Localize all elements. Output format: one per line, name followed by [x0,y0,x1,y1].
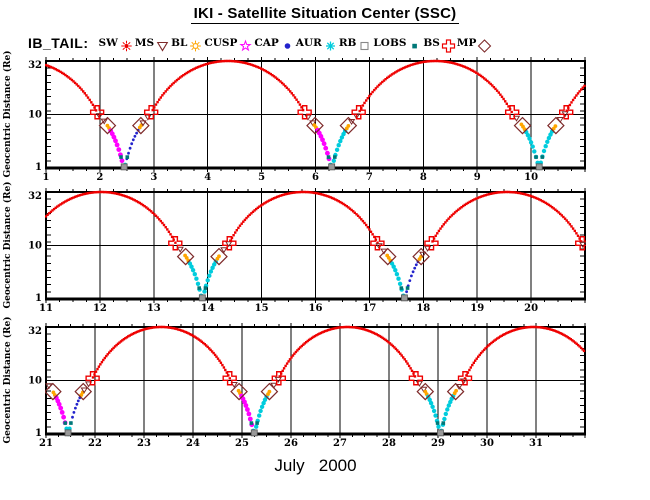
square-filled-icon [412,43,418,48]
tick-labels: 1 2 3 4 5 6 7 8 9 10 32 10 1 [28,60,538,183]
svg-text:28: 28 [382,438,396,449]
panel-grid [45,323,586,438]
legend: IB_TAIL: SW MS BL CUSP CAP AUR RB LOBS BS MP [28,32,493,54]
square-open-icon [360,41,369,50]
svg-text:26: 26 [284,438,298,449]
svg-text:1: 1 [43,172,50,183]
orbit-panel-1: 1 2 3 4 5 6 7 8 9 10 32 10 1 [28,57,586,183]
page-title-text: IKI - Satellite Situation Center (SSC) [190,5,460,24]
svg-text:22: 22 [88,438,102,449]
panel-grid [45,188,586,303]
trajectory [45,59,586,171]
legend-item-AUR: AUR [296,34,338,53]
svg-text:29: 29 [431,438,445,449]
svg-text:10: 10 [524,172,538,183]
svg-text:3: 3 [150,172,157,183]
svg-text:11: 11 [39,303,53,314]
legend-label-LOBS: LOBS [373,37,407,49]
svg-text:8: 8 [420,172,427,183]
svg-text:10: 10 [28,376,42,387]
svg-text:25: 25 [235,438,249,449]
satellite-label: IB_TAIL: [28,35,89,51]
legend-label-RB: RB [338,37,357,49]
svg-text:27: 27 [333,438,347,449]
svg-text:13: 13 [147,303,161,314]
svg-text:16: 16 [309,303,323,314]
legend-item-CUSP: CUSP [204,34,253,53]
legend-item-MP: MP [457,34,493,53]
legend-label-MP: MP [456,37,477,49]
svg-text:24: 24 [186,438,200,449]
x-axis-title: July 2000 [274,456,357,475]
orbit-panel-2: 11 12 13 14 15 16 17 18 19 20 32 10 1 [28,188,586,314]
svg-text:14: 14 [201,303,215,314]
svg-text:15: 15 [255,303,269,314]
legend-label-CAP: CAP [254,37,279,49]
legend-item-BL: BL [171,34,203,53]
svg-text:1: 1 [35,293,42,304]
legend-label-SW: SW [98,37,118,49]
svg-text:17: 17 [362,303,376,314]
svg-text:12: 12 [93,303,107,314]
svg-text:7: 7 [366,172,373,183]
legend-item-CAP: CAP [254,34,294,53]
svg-text:1: 1 [35,162,42,173]
svg-text:10: 10 [28,241,42,252]
svg-text:18: 18 [416,303,430,314]
svg-text:9: 9 [474,172,481,183]
svg-text:32: 32 [28,326,42,337]
trajectory [45,190,586,302]
legend-item-BS: BS [423,34,455,53]
sun-filled-icon [121,40,132,51]
tick-labels: 11 12 13 14 15 16 17 18 19 20 32 10 1 [28,191,538,314]
circle-filled-icon [284,42,291,49]
diamond-open-icon [478,38,492,53]
svg-text:31: 31 [529,438,543,449]
orbit-panel-3: 21 22 23 24 25 26 27 28 29 30 31 32 10 1 [28,323,586,449]
svg-text:32: 32 [28,191,42,202]
legend-label-BL: BL [171,37,188,49]
asterisk-icon [325,41,335,50]
svg-text:1: 1 [35,428,42,439]
legend-item-MS: MS [135,34,170,53]
legend-label-AUR: AUR [295,37,322,49]
svg-text:23: 23 [137,438,151,449]
svg-text:21: 21 [39,438,53,449]
svg-text:19: 19 [470,303,484,314]
star-open-icon [239,38,253,51]
triangle-open-icon [156,41,169,52]
legend-item-RB: RB [339,34,373,53]
legend-label-BS: BS [423,37,440,49]
svg-text:4: 4 [204,172,211,183]
sun-open-icon [190,40,202,51]
legend-label-CUSP: CUSP [204,37,238,49]
tick-labels: 21 22 23 24 25 26 27 28 29 30 31 32 10 1 [28,326,543,449]
svg-text:30: 30 [480,438,494,449]
svg-text:20: 20 [524,303,538,314]
trajectory [45,325,586,437]
svg-text:6: 6 [312,172,319,183]
svg-text:10: 10 [28,110,42,121]
panel-grid [45,57,586,172]
legend-item-LOBS: LOBS [373,34,422,53]
svg-text:2: 2 [96,172,103,183]
svg-text:32: 32 [28,60,42,71]
legend-label-MS: MS [134,37,155,49]
legend-item-SW: SW [99,34,134,53]
svg-text:5: 5 [258,172,265,183]
page-title: IKI - Satellite Situation Center (SSC) [0,5,650,24]
cross-open-icon [441,38,455,53]
